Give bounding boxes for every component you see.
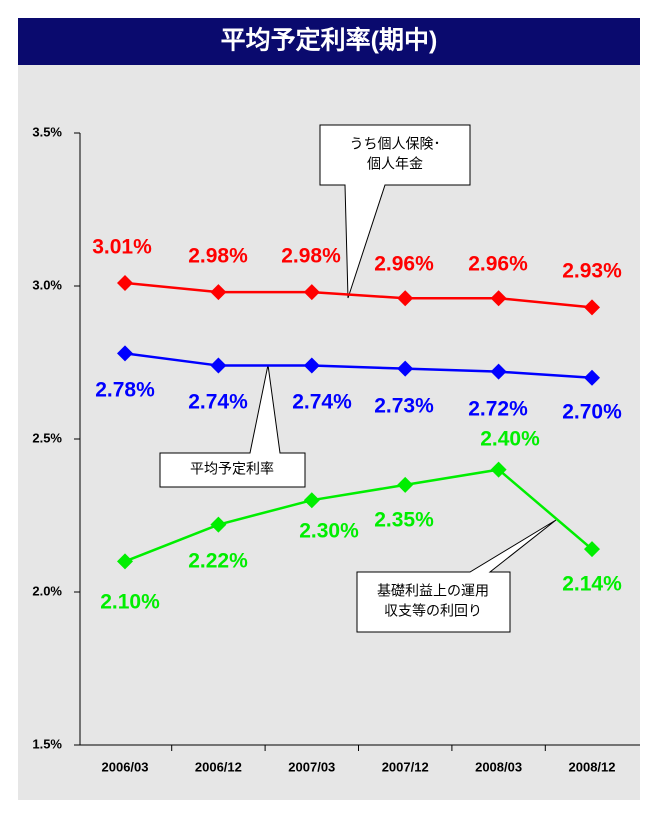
marker — [397, 476, 414, 493]
x-tick-label: 2006/03 — [102, 759, 149, 774]
value-label: 2.98% — [281, 245, 341, 268]
value-label: 2.96% — [374, 253, 434, 276]
callout-box — [159, 364, 306, 488]
marker — [490, 290, 507, 307]
series-line — [124, 468, 593, 563]
y-tick-label: 2.0% — [32, 583, 62, 598]
callout-box — [319, 124, 471, 299]
marker — [303, 492, 320, 509]
series-line — [124, 281, 593, 309]
marker — [584, 369, 600, 386]
y-tick-label: 1.5% — [32, 736, 62, 751]
marker — [584, 541, 600, 558]
value-label: 2.40% — [480, 428, 540, 451]
chart-title: 平均予定利率(期中) — [221, 26, 438, 55]
value-label: 2.78% — [95, 379, 155, 402]
value-label: 2.10% — [100, 591, 160, 614]
series-line — [124, 352, 593, 380]
value-label: 2.30% — [299, 520, 359, 543]
marker — [117, 345, 133, 362]
value-label: 2.96% — [468, 253, 528, 276]
y-tick-label: 3.5% — [32, 124, 62, 139]
y-tick-label: 2.5% — [32, 430, 62, 445]
marker — [303, 357, 320, 374]
callouts — [159, 124, 557, 633]
x-tick-label: 2008/12 — [569, 759, 616, 774]
marker — [210, 284, 227, 301]
marker — [117, 274, 133, 291]
marker — [490, 461, 507, 478]
y-tick-label: 3.0% — [32, 277, 62, 292]
marker — [584, 299, 600, 316]
marker — [397, 290, 414, 307]
title-bar — [18, 18, 640, 65]
marker — [210, 516, 227, 533]
x-tick-label: 2007/03 — [288, 759, 335, 774]
callout-text: 収支等の利回り — [384, 603, 482, 619]
value-label: 2.98% — [188, 245, 248, 268]
x-tick-label: 2008/03 — [475, 759, 522, 774]
callout-text: 個人年金 — [367, 156, 423, 172]
value-label: 2.35% — [374, 509, 434, 532]
x-tick-label: 2007/12 — [382, 759, 429, 774]
callout-text: 基礎利益上の運用 — [377, 583, 489, 599]
marker — [490, 363, 507, 380]
callout-text: うち個人保険･ — [350, 136, 441, 152]
value-label: 2.72% — [468, 398, 528, 421]
value-label: 2.73% — [374, 395, 434, 418]
value-label: 2.22% — [188, 550, 248, 573]
callout-box — [356, 519, 557, 633]
callout-text: 平均予定利率 — [190, 461, 274, 477]
value-label: 2.70% — [562, 401, 622, 424]
x-tick-label: 2006/12 — [195, 759, 242, 774]
marker — [210, 357, 227, 374]
value-label: 2.74% — [188, 391, 248, 414]
marker — [117, 553, 133, 570]
value-label: 2.14% — [562, 573, 622, 596]
marker — [303, 284, 320, 301]
marker — [397, 360, 414, 377]
value-label: 3.01% — [92, 236, 152, 259]
plot-background — [18, 65, 640, 800]
value-label: 2.93% — [562, 260, 622, 283]
value-label: 2.74% — [292, 391, 352, 414]
